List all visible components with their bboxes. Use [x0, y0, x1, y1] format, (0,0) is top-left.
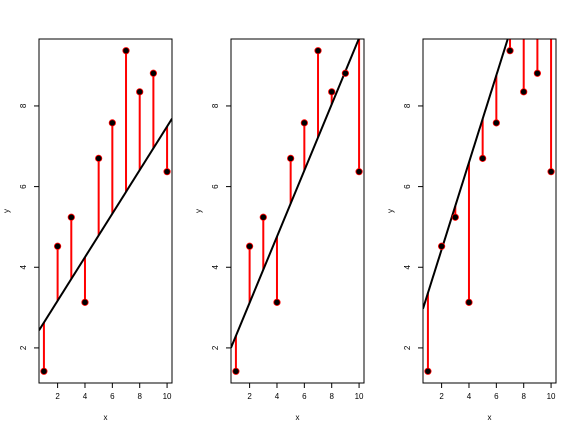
y-tick-label: 2: [19, 345, 28, 350]
plot-frame: [230, 38, 365, 384]
x-tick-label: 8: [329, 392, 334, 401]
data-point: [246, 242, 254, 250]
fit-line: [231, 39, 360, 349]
plot-frame: [38, 38, 173, 384]
y-axis-label: y: [386, 209, 395, 213]
x-tick-label: 4: [83, 392, 88, 401]
data-point: [355, 168, 363, 176]
y-axis-label: y: [2, 209, 11, 213]
x-tick-label: 10: [163, 392, 172, 401]
x-axis-label: x: [488, 413, 492, 422]
x-axis-label: x: [104, 413, 108, 422]
data-point: [40, 367, 48, 375]
data-point: [81, 298, 89, 306]
x-axis-label: x: [296, 413, 300, 422]
fit-line: [423, 39, 509, 310]
data-point: [232, 367, 240, 375]
x-tick-label: 6: [110, 392, 115, 401]
x-tick-label: 10: [547, 392, 556, 401]
data-point: [149, 69, 157, 77]
data-point: [273, 298, 281, 306]
data-point: [54, 242, 62, 250]
data-point: [533, 69, 541, 77]
y-tick-label: 2: [403, 345, 412, 350]
data-point: [95, 154, 103, 162]
plot-area: [423, 39, 555, 375]
y-tick-label: 4: [211, 264, 220, 269]
y-tick-label: 6: [403, 184, 412, 189]
x-tick-label: 6: [494, 392, 499, 401]
plot-frame: [422, 38, 557, 384]
data-point: [122, 47, 130, 55]
data-point: [438, 242, 446, 250]
y-tick-label: 8: [19, 103, 28, 108]
x-tick-label: 10: [355, 392, 364, 401]
data-point: [328, 88, 336, 96]
y-tick-label: 8: [403, 103, 412, 108]
y-tick-label: 8: [211, 103, 220, 108]
x-tick-label: 6: [302, 392, 307, 401]
data-point: [451, 213, 459, 221]
data-point: [259, 213, 267, 221]
y-tick-label: 6: [19, 184, 28, 189]
x-tick-label: 2: [247, 392, 252, 401]
x-tick-label: 4: [275, 392, 280, 401]
x-tick-label: 2: [55, 392, 60, 401]
panel-2: 2 4 6 8 10 2 4 6 8 x y: [194, 38, 365, 422]
y-tick-label: 4: [19, 264, 28, 269]
data-point: [341, 69, 349, 77]
data-point: [300, 119, 308, 127]
y-tick-label: 4: [403, 264, 412, 269]
data-point: [424, 367, 432, 375]
panel-1: 2 4 6 8 10 2 4 6 8 x y: [2, 38, 173, 422]
fit-line: [39, 118, 172, 331]
x-tick-label: 2: [439, 392, 444, 401]
data-point: [136, 88, 144, 96]
panel-3: 2 4 6 8 10 2 4 6 8 x y: [386, 38, 557, 422]
data-point: [547, 168, 555, 176]
data-point: [67, 213, 75, 221]
x-tick-label: 8: [137, 392, 142, 401]
data-point: [479, 154, 487, 162]
data-point: [108, 119, 116, 127]
data-point: [314, 47, 322, 55]
data-point: [465, 298, 473, 306]
data-point: [492, 119, 500, 127]
data-point: [520, 88, 528, 96]
y-axis-label: y: [194, 209, 203, 213]
plot-area: [231, 39, 363, 375]
plot-area: [39, 47, 172, 375]
data-point: [287, 154, 295, 162]
data-point: [163, 168, 171, 176]
data-point: [506, 47, 514, 55]
y-tick-label: 6: [211, 184, 220, 189]
y-tick-label: 2: [211, 345, 220, 350]
x-tick-label: 8: [521, 392, 526, 401]
x-tick-label: 4: [467, 392, 472, 401]
